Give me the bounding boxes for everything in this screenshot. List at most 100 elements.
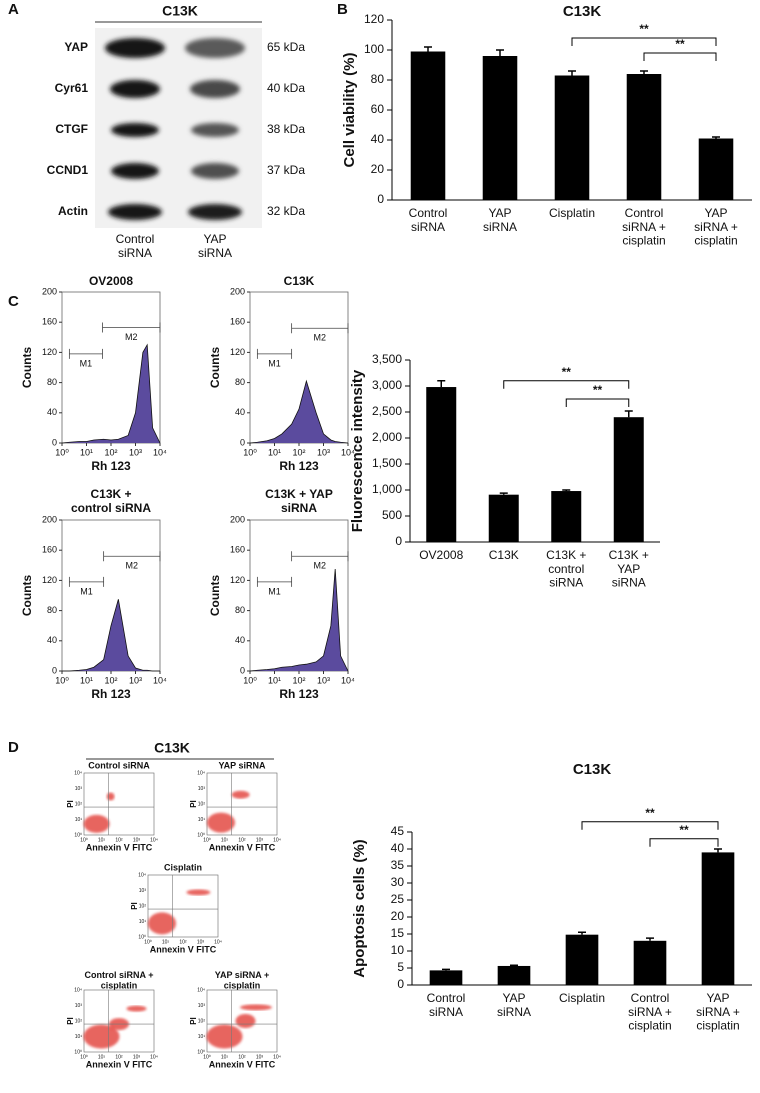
y-tick-label: 120 [230,347,245,357]
y-tick-label: 40 [391,841,405,855]
dot-title: C13K [154,740,190,756]
y-tick-label: 10³ [75,786,83,792]
y-axis-label: PI [66,1017,75,1025]
x-tick-label: 10⁴ [153,447,167,457]
x-tick-label: Control siRNA + cisplatin [622,206,666,248]
y-axis-label: PI [189,1017,198,1025]
x-tick-label: Cisplatin [559,991,605,1005]
significance-label: ** [675,37,685,51]
error-bar [437,380,446,388]
error-bar [562,489,571,492]
y-tick-label: 10² [198,801,206,807]
dot-cloud [206,1024,243,1049]
y-tick-label: 0 [395,534,402,548]
y-tick-label: 10¹ [198,817,206,823]
y-tick-label: 3,000 [372,378,402,392]
gate [103,551,161,562]
x-tick-label: 10¹ [221,837,229,843]
x-tick-label: 10⁴ [150,1054,158,1060]
y-tick-label: 10 [391,943,405,957]
lane-label: Control siRNA [116,232,155,260]
y-tick-label: 20 [391,909,405,923]
gate [291,323,349,334]
x-tick-label: 10⁰ [144,939,152,945]
size-label: 65 kDa [267,40,305,54]
protein-label: Cyr61 [55,81,89,95]
y-tick-label: 40 [47,407,57,417]
y-tick-label: 40 [371,132,385,146]
x-tick-label: 10⁴ [153,675,167,685]
x-tick-label: 10² [292,447,305,457]
blot-band [191,123,239,137]
significance-bracket [649,838,719,847]
error-bar [578,931,586,935]
dot-panel-title: YAP siRNA [218,760,266,770]
gate-label: M2 [125,332,138,342]
gate [102,322,161,333]
dot-cloud [240,1004,272,1011]
histogram-fill [62,599,160,671]
x-tick-label: 10³ [197,939,205,945]
x-tick-label: YAP siRNA + cisplatin [694,206,738,248]
y-tick-label: 80 [371,72,385,86]
y-tick-label: 0 [52,437,57,447]
y-tick-label: 10³ [198,1003,206,1009]
x-tick-label: C13K + YAP siRNA [609,548,649,590]
y-tick-label: 160 [230,545,245,555]
y-tick-label: 10² [139,903,147,909]
bar [426,387,457,542]
y-tick-label: 200 [230,286,245,296]
y-tick-label: 200 [230,514,245,524]
dot-cloud [126,1005,147,1012]
x-tick-label: 10³ [317,675,330,685]
x-tick-label: 10⁰ [243,447,257,457]
chart-title: C13K + YAP siRNA [265,487,333,515]
blot-band [110,80,160,98]
x-tick-label: 10² [115,837,123,843]
blot-band [105,38,165,58]
y-tick-label: 160 [42,317,57,327]
y-axis-label: Counts [208,575,222,617]
x-tick-label: 10⁰ [55,447,69,457]
x-tick-label: 10⁰ [203,1054,211,1060]
y-tick-label: 10¹ [198,1034,206,1040]
panel-letter: A [8,1,19,18]
x-tick-label: 10⁰ [243,675,257,685]
y-tick-label: 10⁴ [74,987,82,993]
y-axis-label: Counts [20,347,34,389]
x-tick-label: 10⁰ [203,837,211,843]
y-tick-label: 10⁰ [197,832,205,838]
x-tick-label: 10⁴ [214,939,222,945]
y-tick-label: 0 [52,665,57,675]
bar [429,970,463,985]
chart-title: C13K + control siRNA [71,487,151,515]
gate-label: M2 [126,561,139,571]
x-tick-label: 10² [179,939,187,945]
x-tick-label: 10¹ [268,447,281,457]
x-tick-label: 10¹ [268,675,281,685]
error-bar [646,937,654,941]
y-tick-label: 10⁴ [197,770,205,776]
size-label: 40 kDa [267,81,305,95]
x-tick-label: 10¹ [162,939,170,945]
blot-band [190,80,240,98]
y-tick-label: 0 [397,977,404,991]
bar [613,417,644,542]
x-axis-label: Annexin V FITC [209,1059,276,1069]
x-tick-label: Control siRNA + cisplatin [628,991,672,1033]
x-tick-label: YAP siRNA + cisplatin [696,991,740,1033]
y-tick-label: 10⁴ [197,987,205,993]
y-tick-label: 10¹ [75,817,83,823]
x-tick-label: 10⁰ [80,1054,88,1060]
y-tick-label: 500 [382,508,402,522]
x-tick-label: 10³ [256,1054,264,1060]
error-bar [640,70,648,74]
y-tick-label: 40 [235,407,245,417]
y-axis-label: Apoptosis cells (%) [351,839,368,977]
gate-label: M1 [268,586,281,596]
x-tick-label: 10³ [133,1054,141,1060]
blot-title: C13K [162,3,198,19]
y-tick-label: 120 [364,12,384,26]
y-tick-label: 200 [42,286,57,296]
dot-cloud [106,792,115,801]
